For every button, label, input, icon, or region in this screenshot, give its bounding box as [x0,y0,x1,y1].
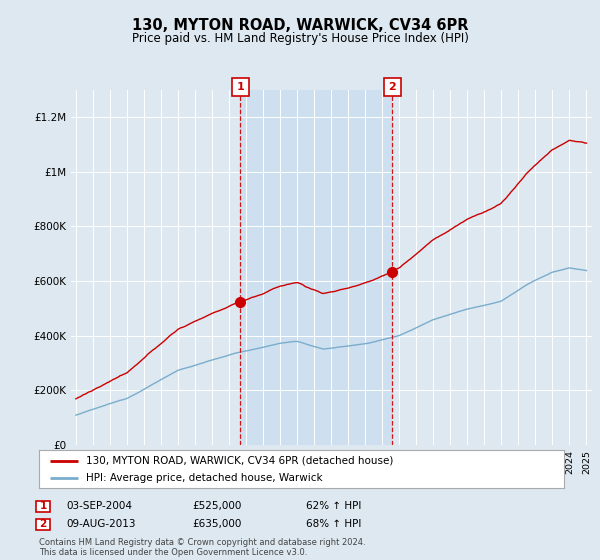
Text: 1: 1 [236,82,244,92]
Text: Price paid vs. HM Land Registry's House Price Index (HPI): Price paid vs. HM Land Registry's House … [131,32,469,45]
Text: £525,000: £525,000 [192,501,241,511]
Text: 09-AUG-2013: 09-AUG-2013 [66,519,136,529]
Text: 1: 1 [40,501,47,511]
Text: 130, MYTON ROAD, WARWICK, CV34 6PR: 130, MYTON ROAD, WARWICK, CV34 6PR [132,18,468,33]
Text: 2: 2 [389,82,397,92]
Text: HPI: Average price, detached house, Warwick: HPI: Average price, detached house, Warw… [86,473,323,483]
Bar [241,90,392,445]
Text: Contains HM Land Registry data © Crown copyright and database right 2024.
This d: Contains HM Land Registry data © Crown c… [39,538,365,557]
Text: 130, MYTON ROAD, WARWICK, CV34 6PR (detached house): 130, MYTON ROAD, WARWICK, CV34 6PR (deta… [86,455,394,465]
Text: 68% ↑ HPI: 68% ↑ HPI [306,519,361,529]
Text: 2: 2 [40,519,47,529]
Text: 03-SEP-2004: 03-SEP-2004 [66,501,132,511]
Text: 62% ↑ HPI: 62% ↑ HPI [306,501,361,511]
Text: £635,000: £635,000 [192,519,241,529]
